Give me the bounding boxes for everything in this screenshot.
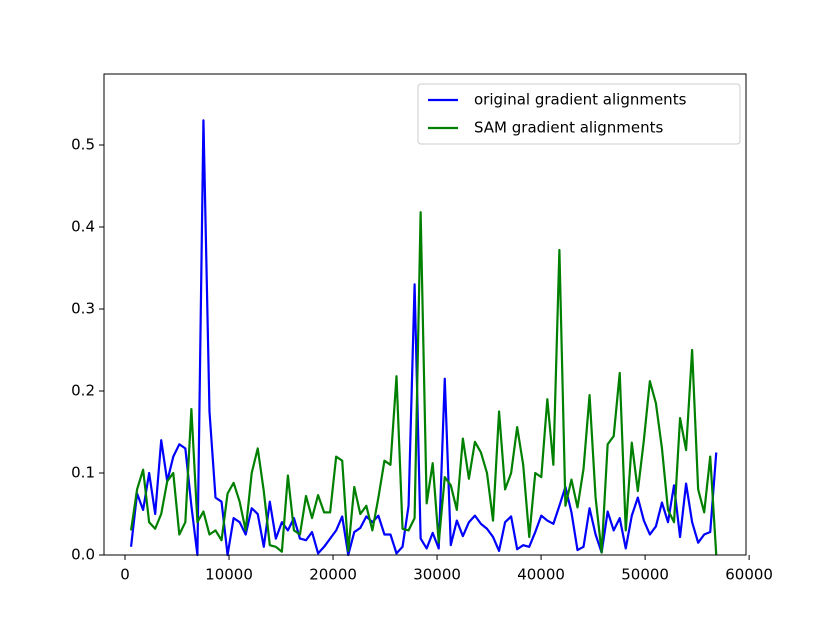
- x-tick-label: 50000: [621, 566, 669, 584]
- x-tick-label: 30000: [413, 566, 461, 584]
- plot-frame: [103, 73, 747, 556]
- y-tick-label: 0.0: [71, 546, 95, 564]
- legend-box: [417, 83, 741, 145]
- series-line: [129, 119, 718, 557]
- legend-label: SAM gradient alignments: [474, 119, 664, 137]
- legend-label: original gradient alignments: [474, 91, 687, 109]
- x-tick-label: 20000: [309, 566, 357, 584]
- y-tick-label: 0.1: [71, 464, 95, 482]
- y-tick-label: 0.3: [71, 300, 95, 318]
- x-tick-label: 40000: [517, 566, 565, 584]
- y-tick-label: 0.2: [71, 382, 95, 400]
- x-tick-label: 60000: [725, 566, 773, 584]
- x-tick-label: 10000: [205, 566, 253, 584]
- y-tick-label: 0.4: [71, 218, 95, 236]
- x-tick-label: 0: [120, 566, 130, 584]
- series-line: [129, 211, 718, 556]
- y-tick-label: 0.5: [71, 136, 95, 154]
